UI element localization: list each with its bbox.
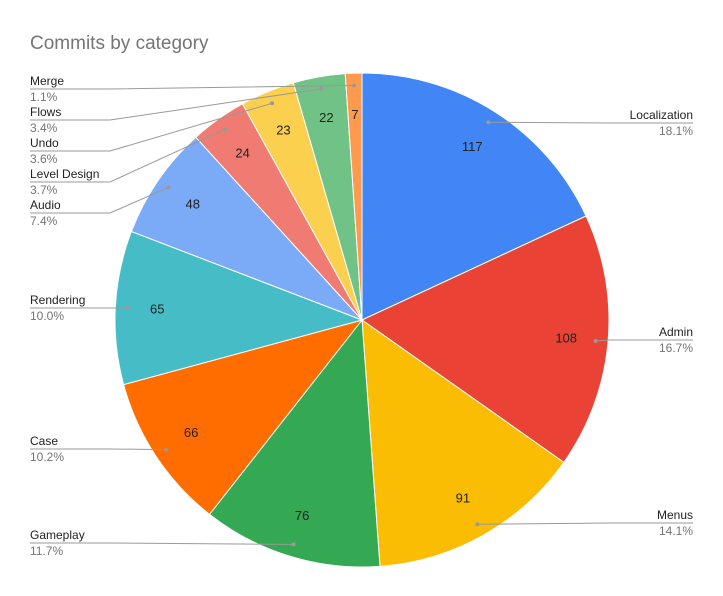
value-label: 117: [462, 139, 483, 154]
category-label: Rendering: [30, 293, 85, 307]
leader-dot: [486, 120, 491, 125]
leader-dot: [593, 339, 598, 344]
percent-label: 1.1%: [30, 90, 58, 104]
chart-title: Commits by category: [30, 33, 209, 54]
percent-label: 3.4%: [30, 121, 58, 135]
percent-label: 18.1%: [659, 124, 693, 138]
value-label: 48: [186, 196, 200, 211]
leader-dot: [223, 127, 228, 132]
leader-line: [30, 88, 322, 121]
value-label: 108: [555, 330, 577, 345]
value-label: 91: [456, 490, 470, 505]
category-label: Flows: [30, 105, 61, 119]
pie-slice: [208, 318, 381, 568]
leader-dot: [164, 447, 169, 452]
leader-line: [477, 522, 693, 525]
percent-label: 3.6%: [30, 152, 58, 166]
leader-line: [30, 128, 226, 183]
percent-label: 14.1%: [659, 524, 693, 538]
percent-label: 11.7%: [30, 544, 63, 558]
value-label: 23: [276, 123, 290, 138]
percent-label: 16.7%: [659, 341, 693, 355]
category-label: Merge: [30, 74, 64, 88]
category-label: Audio: [30, 198, 61, 212]
value-label: 76: [295, 508, 309, 523]
percent-label: 10.2%: [30, 450, 64, 464]
category-label: Localization: [630, 108, 693, 122]
leader-line: [595, 339, 693, 342]
pie-slice: [361, 318, 565, 567]
leader-dot: [270, 101, 275, 106]
value-label: 22: [319, 110, 333, 125]
category-label: Case: [30, 434, 58, 448]
pie-slice: [361, 215, 610, 464]
pie-slice: [344, 72, 363, 321]
pie-slice: [114, 230, 364, 386]
value-label: 65: [150, 302, 164, 317]
percent-label: 3.7%: [30, 183, 58, 197]
category-label: Admin: [659, 325, 693, 339]
leader-dot: [475, 522, 480, 527]
leader-line: [30, 542, 294, 545]
value-label: 24: [235, 145, 249, 160]
percent-label: 7.4%: [30, 214, 58, 228]
leader-line: [30, 84, 355, 90]
leader-dot: [291, 542, 296, 547]
category-label: Gameplay: [30, 528, 85, 542]
value-label: 66: [184, 425, 198, 440]
leader-dot: [125, 306, 130, 311]
leader-dot: [319, 86, 324, 91]
leader-line: [30, 102, 273, 152]
leader-dot: [166, 185, 171, 190]
pie-slice: [130, 136, 363, 321]
percent-label: 10.0%: [30, 309, 64, 323]
leader-line: [488, 121, 693, 124]
leader-dot: [352, 83, 357, 88]
pie-slice: [361, 72, 587, 321]
leader-line: [30, 448, 167, 451]
category-label: Menus: [657, 508, 693, 522]
value-label: 7: [351, 107, 358, 122]
category-label: Level Design: [30, 167, 99, 181]
leader-line: [30, 187, 169, 214]
category-label: Undo: [30, 136, 59, 150]
